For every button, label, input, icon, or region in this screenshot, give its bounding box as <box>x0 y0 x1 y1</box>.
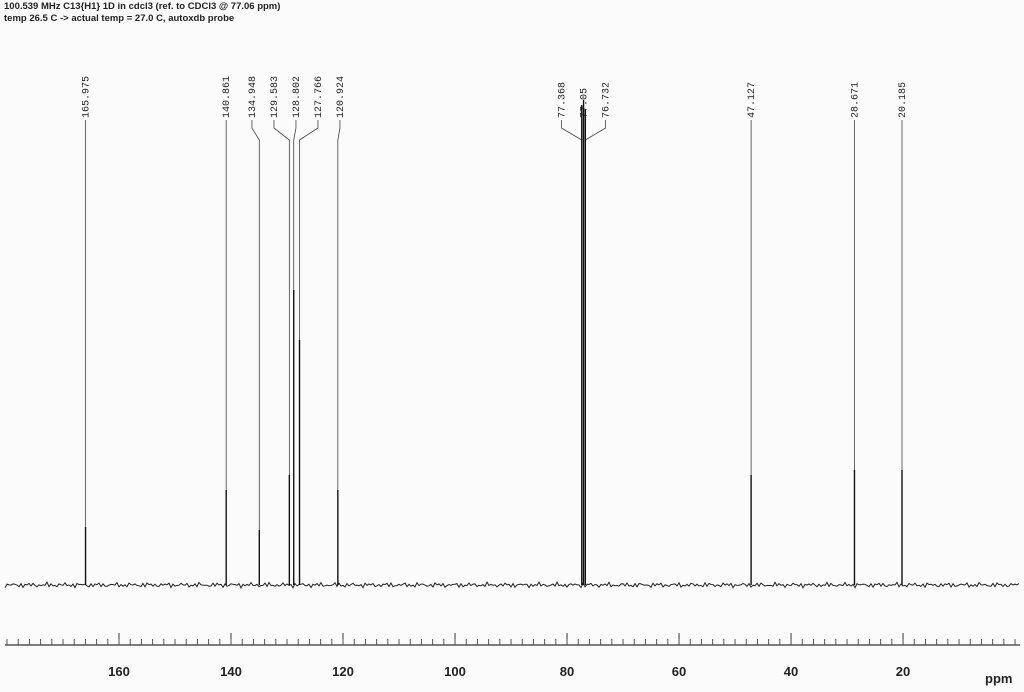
x-tick-label: 20 <box>896 664 910 679</box>
peak-label: 140.861 <box>222 76 233 118</box>
x-tick-label: 60 <box>672 664 686 679</box>
x-tick-label: 160 <box>108 664 130 679</box>
peak-leader <box>299 120 319 340</box>
peak-leader <box>337 120 341 490</box>
peak-label: 165.975 <box>82 76 93 118</box>
chart-title: 100.539 MHz C13{H1} 1D in cdcl3 (ref. to… <box>4 1 280 12</box>
peak-label: 77.368 <box>558 82 569 118</box>
peak-label: 20.185 <box>898 82 909 118</box>
peak-label: 128.802 <box>292 76 303 118</box>
x-axis-label: ppm <box>985 671 1012 686</box>
x-tick-label: 40 <box>784 664 798 679</box>
peak-leader <box>251 120 260 530</box>
x-tick-label: 140 <box>220 664 242 679</box>
peak-label: 129.583 <box>270 76 281 118</box>
peak-leader <box>293 120 297 290</box>
peak-label: 77.05 <box>580 88 591 118</box>
x-tick-label: 100 <box>444 664 466 679</box>
peak-label: 134.948 <box>248 76 259 118</box>
peak-label: 76.732 <box>602 82 613 118</box>
peak-label: 120.924 <box>336 76 347 118</box>
peak-label: 28.671 <box>850 82 861 118</box>
peak-label: 127.766 <box>314 76 325 118</box>
chart-subtitle: temp 26.5 C -> actual temp = 27.0 C, aut… <box>4 13 234 24</box>
x-tick-label: 80 <box>560 664 574 679</box>
x-tick-label: 120 <box>332 664 354 679</box>
baseline-noise <box>4 581 1020 589</box>
peak-label: 47.127 <box>747 82 758 118</box>
peak-leader <box>273 120 290 475</box>
